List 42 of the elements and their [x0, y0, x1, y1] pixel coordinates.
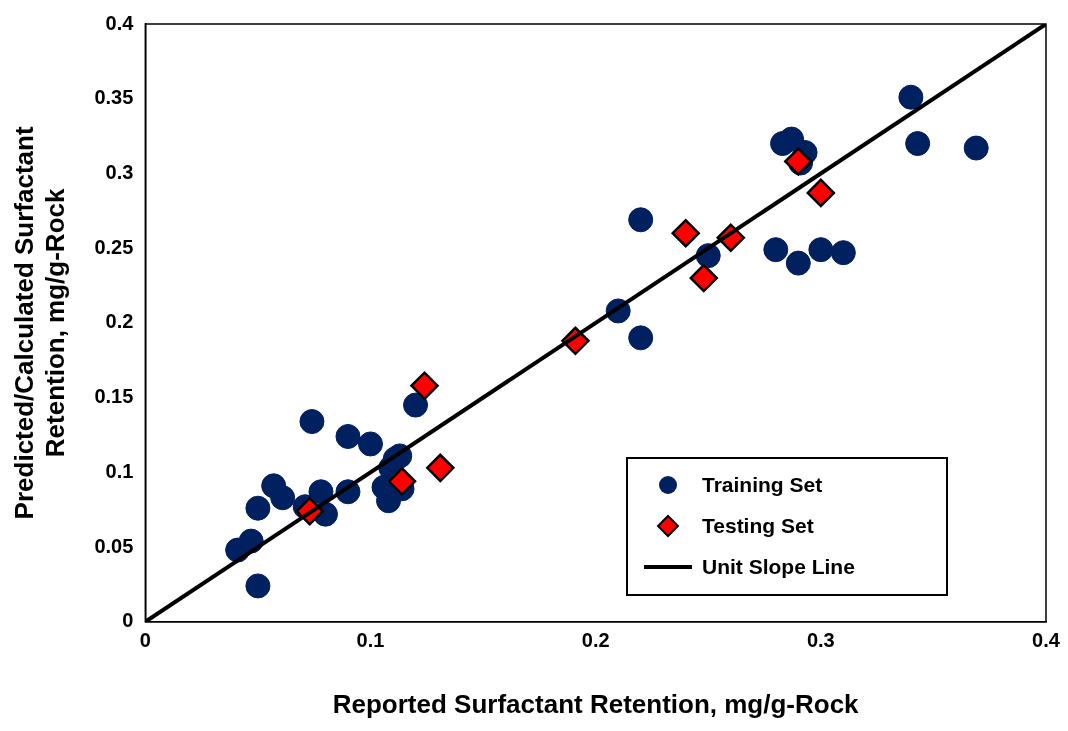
point — [270, 485, 296, 511]
point — [299, 409, 325, 435]
point — [808, 237, 834, 263]
legend-label: Unit Slope Line — [702, 555, 855, 580]
point — [785, 250, 811, 276]
y-axis-title: Predicted/Calculated Surfactant Retention, mg/g-Rock — [8, 126, 70, 520]
x-tick-label: 0.2 — [581, 629, 610, 652]
y-tick-label: 0 — [122, 609, 134, 632]
x-tick-label: 0 — [139, 629, 151, 652]
point — [357, 431, 383, 457]
y-tick-label: 0.25 — [94, 235, 134, 258]
point — [905, 131, 931, 157]
y-tick-label: 0.3 — [105, 160, 134, 183]
x-tick-label: 0.1 — [356, 629, 385, 652]
point — [671, 218, 700, 248]
point — [308, 479, 334, 505]
point — [403, 392, 429, 418]
point — [830, 240, 856, 266]
y-tick-label: 0.4 — [105, 11, 135, 34]
legend-label: Testing Set — [702, 514, 814, 539]
point — [689, 263, 718, 293]
point — [963, 135, 989, 161]
y-tick-label: 0.15 — [94, 385, 134, 408]
legend-label: Training Set — [702, 473, 823, 498]
x-axis-title: Reported Surfactant Retention, mg/g-Rock — [332, 688, 860, 719]
y-tick-label: 0.35 — [94, 86, 134, 109]
point — [426, 453, 455, 483]
point — [245, 573, 271, 599]
x-tick-label: 0.3 — [806, 629, 835, 652]
point — [410, 371, 439, 400]
point — [806, 178, 836, 208]
y-tick-label: 0.1 — [105, 459, 134, 482]
y-tick-label: 0.05 — [94, 534, 134, 557]
point — [898, 84, 924, 110]
point — [763, 237, 789, 263]
y-tick-label: 0.2 — [105, 310, 134, 333]
point — [387, 467, 417, 496]
point — [628, 325, 654, 351]
point — [628, 207, 654, 233]
point — [335, 423, 361, 449]
x-tick-label: 0.4 — [1032, 629, 1061, 652]
point — [245, 495, 271, 521]
